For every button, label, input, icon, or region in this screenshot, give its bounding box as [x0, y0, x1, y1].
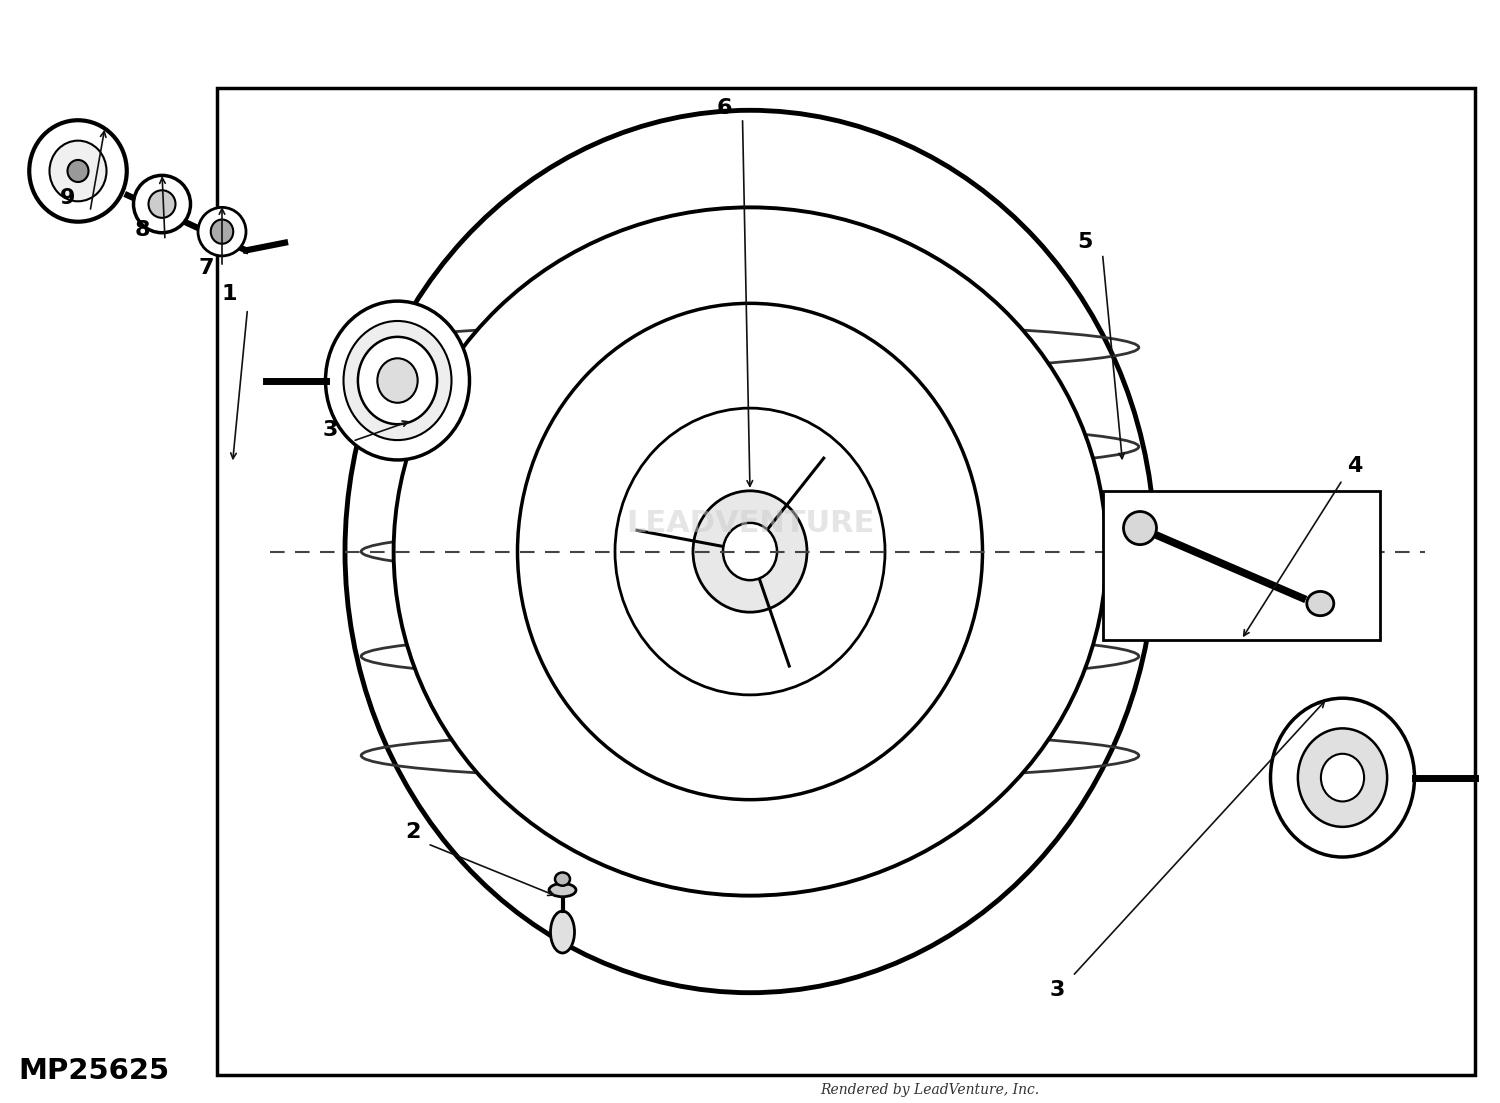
Ellipse shape	[210, 219, 234, 244]
Text: 2: 2	[405, 822, 420, 843]
Ellipse shape	[344, 321, 452, 440]
Text: 7: 7	[198, 257, 213, 278]
Ellipse shape	[393, 207, 1107, 896]
Ellipse shape	[1298, 728, 1388, 827]
Text: 8: 8	[135, 219, 150, 240]
Text: Rendered by LeadVenture, Inc.: Rendered by LeadVenture, Inc.	[821, 1083, 1040, 1097]
Ellipse shape	[1306, 591, 1334, 615]
Ellipse shape	[615, 408, 885, 695]
Ellipse shape	[148, 190, 176, 218]
Text: MP25625: MP25625	[18, 1057, 170, 1084]
Text: LEADVENTURE: LEADVENTURE	[626, 510, 874, 538]
Ellipse shape	[50, 141, 106, 201]
Ellipse shape	[723, 523, 777, 580]
Ellipse shape	[518, 303, 982, 800]
Ellipse shape	[198, 207, 246, 256]
Text: 5: 5	[1077, 232, 1092, 253]
Ellipse shape	[134, 175, 190, 233]
Text: 6: 6	[717, 97, 732, 118]
Text: 3: 3	[322, 419, 338, 440]
Ellipse shape	[378, 358, 417, 403]
Ellipse shape	[326, 301, 470, 460]
Ellipse shape	[68, 160, 88, 182]
Ellipse shape	[1322, 753, 1364, 802]
Ellipse shape	[30, 120, 126, 222]
Text: 9: 9	[60, 188, 75, 208]
Ellipse shape	[555, 872, 570, 886]
Text: 3: 3	[1050, 979, 1065, 1000]
Ellipse shape	[358, 336, 436, 425]
Ellipse shape	[550, 911, 574, 953]
Bar	[1102, 491, 1380, 640]
Text: 1: 1	[222, 283, 237, 304]
Ellipse shape	[345, 110, 1155, 993]
Ellipse shape	[693, 491, 807, 612]
Bar	[217, 88, 1474, 1075]
Text: 4: 4	[1347, 456, 1362, 476]
Ellipse shape	[549, 884, 576, 897]
Ellipse shape	[1124, 512, 1156, 545]
Ellipse shape	[1270, 698, 1414, 857]
